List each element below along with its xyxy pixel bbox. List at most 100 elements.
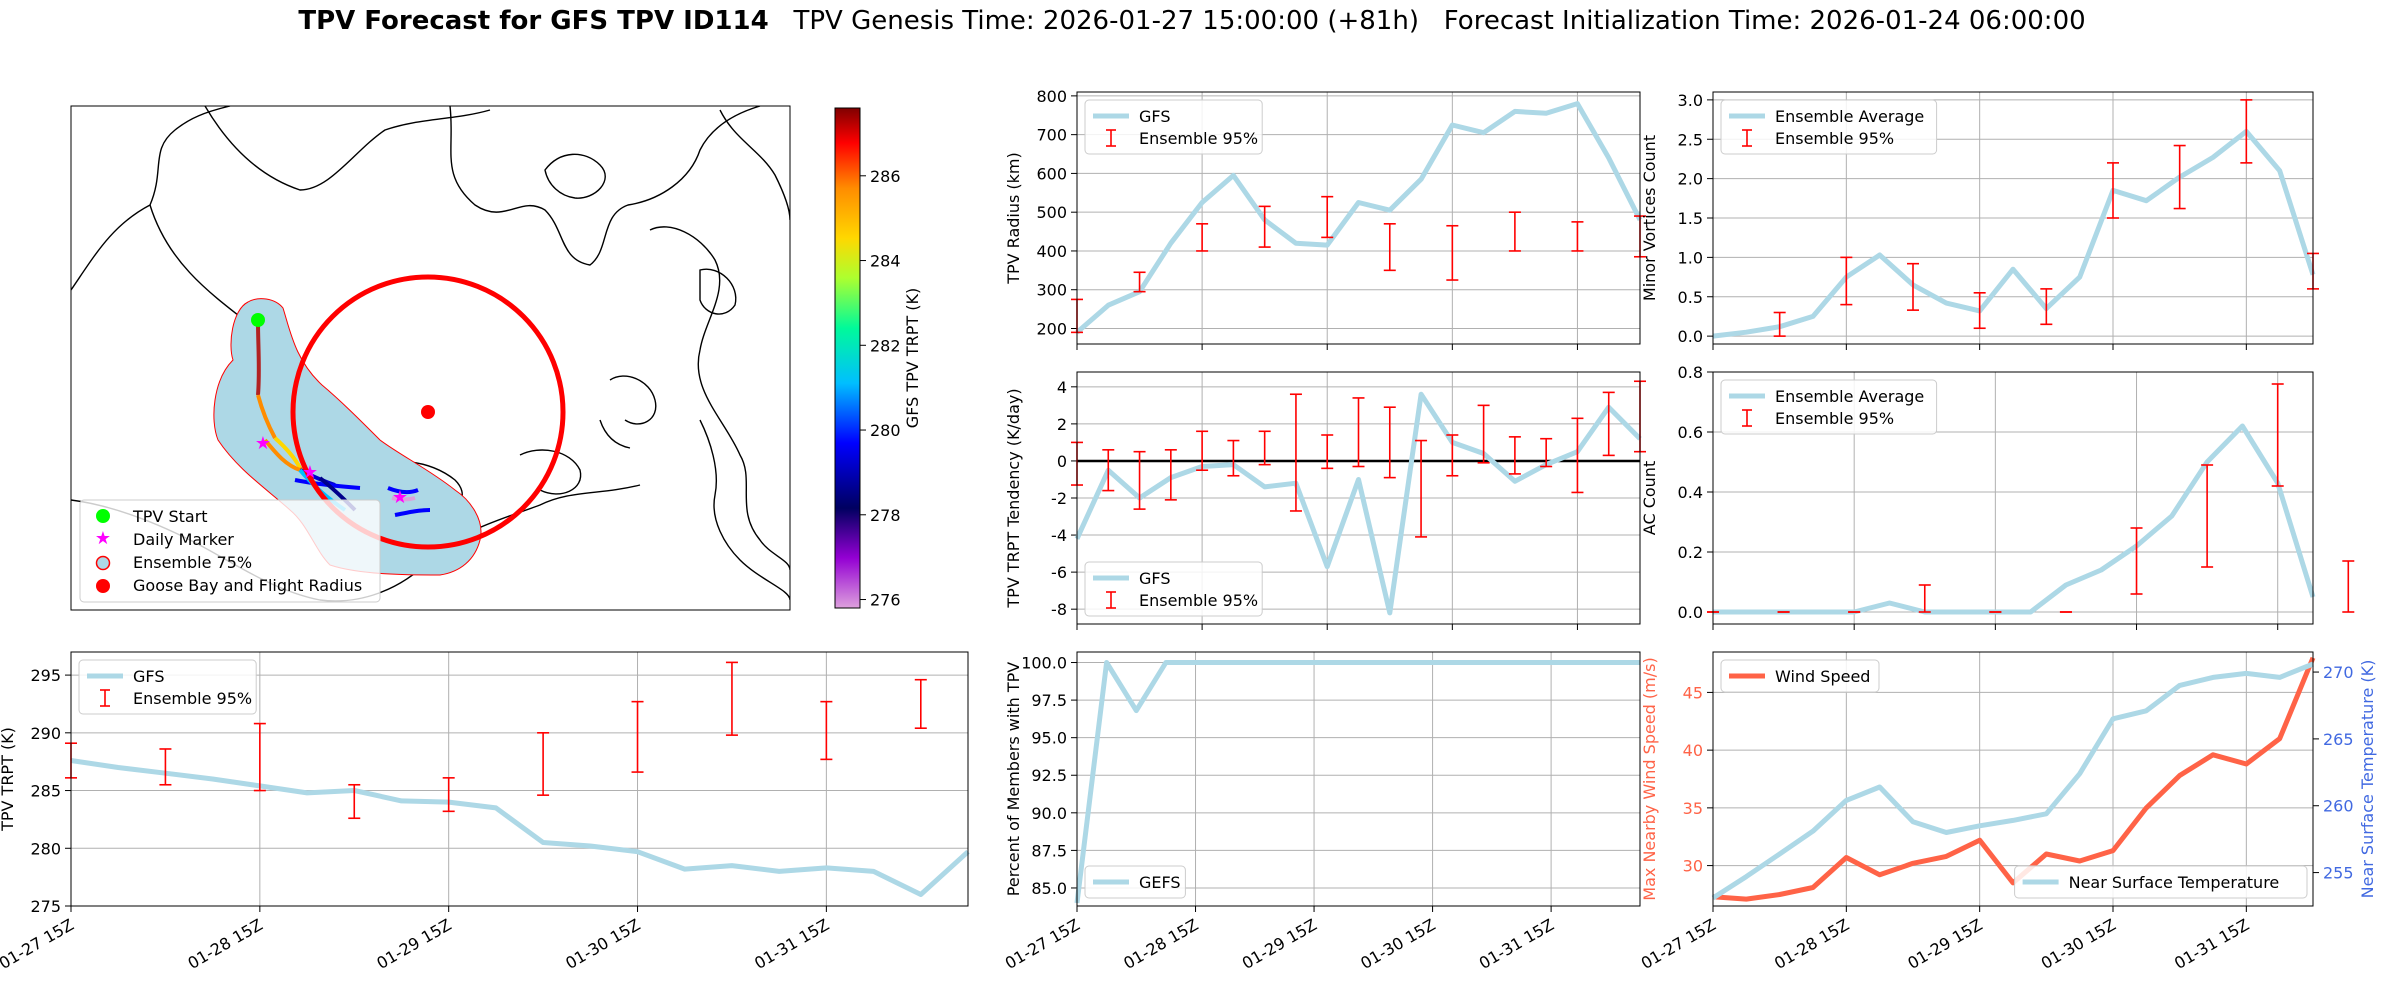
y-tick-label: 90.0 <box>1031 804 1067 823</box>
coastline <box>449 106 761 266</box>
x-tick-label: 01-29 15Z <box>1904 915 1985 973</box>
y-tick-label: 3.0 <box>1678 91 1703 110</box>
legend-start-icon <box>96 509 110 523</box>
y-tick-label: 2.5 <box>1678 130 1703 149</box>
legend-box <box>1720 379 1938 435</box>
y-tick-label: 400 <box>1036 242 1067 261</box>
x-tick-label: 01-31 15Z <box>2171 915 2252 973</box>
y-axis-label: TPV TRPT (K) <box>0 727 17 832</box>
plot-frame <box>1712 651 2314 907</box>
x-tick-label: 01-28 15Z <box>1771 915 1852 973</box>
y-tick-label: 92.5 <box>1031 766 1067 785</box>
x-tick-label: 01-27 15Z <box>0 915 77 973</box>
x-tick-label: 01-30 15Z <box>2038 915 2119 973</box>
map-legend: ★ TPV Start Daily Marker Ensemble 75% Go… <box>79 499 381 603</box>
figure-title: TPV Forecast for GFS TPV ID114 TPV Genes… <box>0 6 2384 36</box>
legend-label: Ensemble 95% <box>1775 409 1894 428</box>
colorbar-label: GFS TPV TRPT (K) <box>903 288 922 428</box>
daily-marker: ★ <box>255 433 271 454</box>
y-tick-label: 0.0 <box>1678 603 1703 622</box>
colorbar-gradient <box>834 107 861 609</box>
legend-label: GFS <box>1139 569 1170 588</box>
legend-box <box>1084 865 1186 899</box>
plot-frame <box>70 651 969 907</box>
y-tick-label: -4 <box>1051 526 1067 545</box>
chart-percent: 85.0 87.5 90.0 92.5 95.0 97.5 100.0 01-27 15Z 01… <box>1002 651 1641 973</box>
y-tick-label: 0.8 <box>1678 363 1703 382</box>
series-line <box>70 758 970 897</box>
legend-label: Ensemble 95% <box>1139 129 1258 148</box>
legend-label: Ensemble Average <box>1775 107 1924 126</box>
coastline <box>699 419 790 601</box>
chart-wind: 30 35 40 45 01-27 15Z 01-28 15Z 01-29 15Z 01-30… <box>1638 651 2377 973</box>
y-axis-label: Max Nearby Wind Speed (m/s) <box>1640 657 1659 900</box>
chart-tendency: -8 -6 -4 -2 0 2 4 TPV TRPT Tendency (K/day) GFS E… <box>1004 371 1646 630</box>
plot-area <box>1713 652 2313 906</box>
colorbar-tick-label: 282 <box>870 336 901 355</box>
y-tick-label: 285 <box>30 782 61 801</box>
y-tick-label: 30 <box>1683 857 1703 876</box>
x-tick-label: 01-30 15Z <box>1357 915 1438 973</box>
y-tick-label: 2.0 <box>1678 170 1703 189</box>
legend-label: Near Surface Temperature <box>2069 873 2280 892</box>
y-axis-label: Minor Vortices Count <box>1640 135 1659 301</box>
chart-minor: 0.0 0.5 1.0 1.5 2.0 2.5 3.0 Minor Vortices Coun… <box>1640 91 2319 350</box>
y-tick-label: 97.5 <box>1031 691 1067 710</box>
y-tick-label: 2 <box>1057 415 1067 434</box>
legend-label: Wind Speed <box>1775 667 1870 686</box>
plot-frame <box>1712 371 2314 625</box>
coastline <box>544 153 606 199</box>
x-tick-label: 01-31 15Z <box>751 915 832 973</box>
title-bold: TPV Forecast for GFS TPV ID114 <box>298 6 769 36</box>
y-axis-label: Percent of Members with TPV <box>1004 662 1023 896</box>
colorbar-tick-label: 286 <box>870 167 901 186</box>
y-tick-label: 0.5 <box>1678 288 1703 307</box>
tpv-start-marker <box>251 313 265 327</box>
legend-label: GFS <box>1139 107 1170 126</box>
legend-box <box>1084 99 1263 155</box>
y-tick-label: 95.0 <box>1031 729 1067 748</box>
legend-box <box>1720 99 1938 155</box>
y-tick-label: 100.0 <box>1021 654 1067 673</box>
legend-label: Ensemble 95% <box>133 689 252 708</box>
series-line <box>1711 661 2314 901</box>
plot-frame <box>1076 651 1641 907</box>
y-tick-label: -6 <box>1051 563 1067 582</box>
y-axis-label: TPV Radius (km) <box>1004 152 1023 285</box>
coastline <box>204 106 491 191</box>
y2-tick-label: 255 <box>2323 864 2354 883</box>
daily-marker: ★ <box>392 487 408 508</box>
x-tick-label: 01-29 15Z <box>1239 915 1320 973</box>
y-tick-label: 0.0 <box>1678 327 1703 346</box>
legend-label: Ensemble 95% <box>1775 129 1894 148</box>
y-tick-label: 4 <box>1057 378 1067 397</box>
series-line <box>1712 656 2316 902</box>
y-tick-label: 700 <box>1036 126 1067 145</box>
y2-tick-label: 260 <box>2323 797 2354 816</box>
x-tick-label: 01-31 15Z <box>1476 915 1557 973</box>
legend-label: GFS <box>133 667 164 686</box>
ensemble-region <box>213 298 482 576</box>
y-tick-label: 35 <box>1683 799 1703 818</box>
y2-tick-label: 265 <box>2323 730 2354 749</box>
series-line <box>1074 660 1640 904</box>
y-tick-label: 300 <box>1036 281 1067 300</box>
coastline <box>519 449 582 495</box>
y-tick-label: 0.2 <box>1678 543 1703 562</box>
y-tick-label: 800 <box>1036 87 1067 106</box>
series-line <box>1713 423 2316 615</box>
x-tick-label: 01-30 15Z <box>562 915 643 973</box>
chart-ac: 0.0 0.2 0.4 0.6 0.8 AC Count Ensemble Average E… <box>1640 363 2355 630</box>
series-line <box>1075 101 1643 335</box>
y-tick-label: 0.4 <box>1678 483 1703 502</box>
legend-box <box>1084 561 1263 617</box>
coastline <box>649 226 790 571</box>
y-tick-label: 0 <box>1057 452 1067 471</box>
x-tick-label: 01-28 15Z <box>185 915 266 973</box>
legend-ens-label: Ensemble 75% <box>133 553 252 572</box>
y-tick-label: 1.5 <box>1678 209 1703 228</box>
y-tick-label: 200 <box>1036 319 1067 338</box>
legend-label: Ensemble Average <box>1775 387 1924 406</box>
legend-box <box>1720 659 1880 693</box>
legend-box <box>78 659 257 715</box>
